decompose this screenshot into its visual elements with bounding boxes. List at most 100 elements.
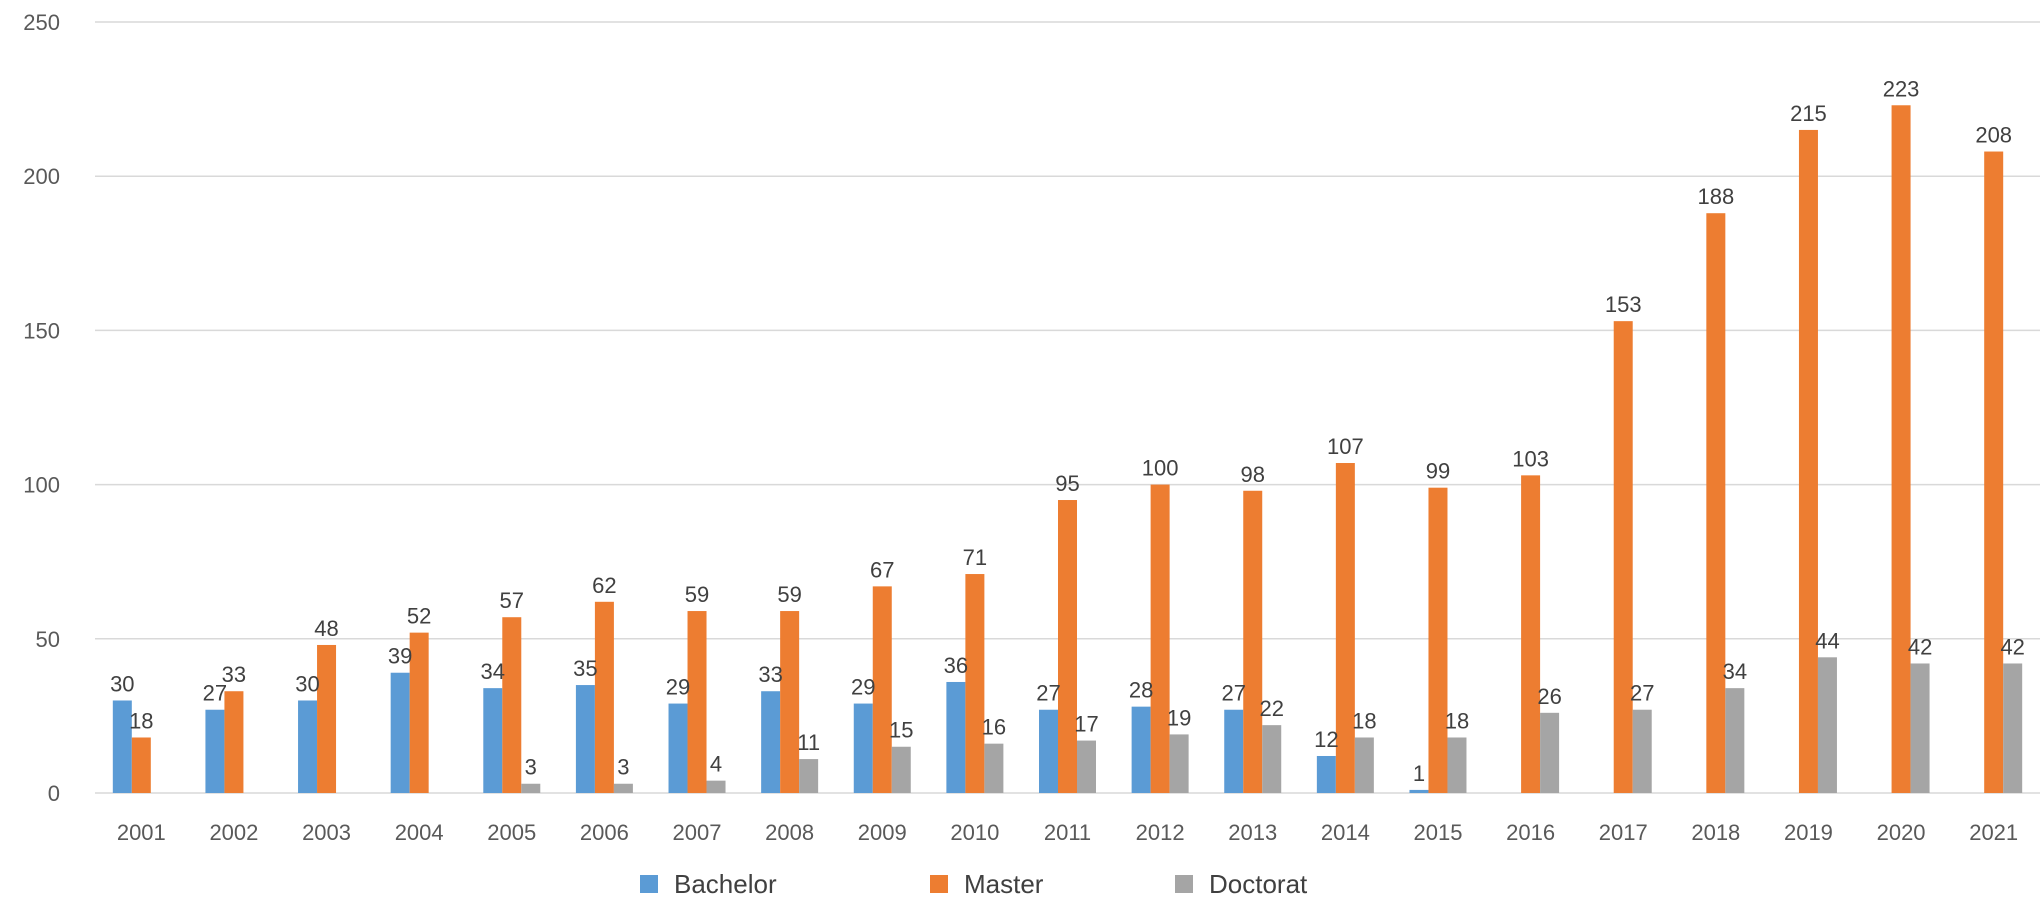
bar-doctorat (1632, 709, 1652, 793)
data-label: 16 (982, 715, 1006, 740)
data-label: 67 (870, 557, 894, 582)
bar-bachelor (1224, 709, 1244, 793)
data-label: 27 (1221, 681, 1245, 706)
data-label: 18 (1445, 708, 1469, 733)
bar-master (872, 586, 892, 793)
bar-master (1798, 129, 1818, 793)
bar-master (1613, 321, 1633, 793)
bar-doctorat (2003, 663, 2023, 793)
bar-doctorat (984, 743, 1004, 793)
bar-master (1984, 151, 2004, 793)
data-label: 71 (963, 545, 987, 570)
data-label: 17 (1074, 712, 1098, 737)
y-tick-label: 100 (23, 473, 60, 498)
data-label: 3 (617, 755, 629, 780)
bar-bachelor (575, 685, 595, 793)
data-label: 30 (295, 671, 319, 696)
data-label: 48 (314, 616, 338, 641)
y-tick-label: 0 (48, 781, 60, 806)
data-label: 3 (525, 755, 537, 780)
x-tick-label: 2017 (1599, 820, 1648, 845)
bar-master (1243, 490, 1263, 793)
data-label: 28 (1129, 678, 1153, 703)
data-label: 188 (1697, 184, 1734, 209)
x-tick-label: 2016 (1506, 820, 1555, 845)
data-label: 95 (1055, 471, 1079, 496)
bar-doctorat (613, 783, 633, 793)
bar-master (780, 611, 800, 793)
bar-bachelor (668, 703, 688, 793)
data-label: 52 (407, 604, 431, 629)
data-label: 29 (851, 675, 875, 700)
x-tick-label: 2021 (1969, 820, 2018, 845)
bar-doctorat (1910, 663, 1930, 793)
bar-doctorat (799, 759, 819, 793)
y-tick-label: 250 (23, 10, 60, 35)
data-label: 12 (1314, 727, 1338, 752)
bar-doctorat (706, 780, 726, 793)
bar-master (1150, 484, 1170, 793)
data-label: 100 (1142, 456, 1179, 481)
bar-bachelor (298, 700, 318, 793)
data-label: 30 (110, 671, 134, 696)
data-label: 27 (1630, 681, 1654, 706)
bar-master (1891, 105, 1911, 793)
x-tick-label: 2014 (1321, 820, 1370, 845)
x-tick-label: 2019 (1784, 820, 1833, 845)
data-label: 33 (222, 662, 246, 687)
data-label: 39 (388, 644, 412, 669)
data-label: 22 (1259, 696, 1283, 721)
x-tick-label: 2015 (1413, 820, 1462, 845)
bar-master (1058, 500, 1077, 793)
bar-master (687, 611, 707, 793)
y-tick-label: 150 (23, 318, 60, 343)
x-tick-label: 2003 (302, 820, 351, 845)
x-tick-label: 2002 (209, 820, 258, 845)
x-tick-label: 2001 (117, 820, 166, 845)
data-label: 19 (1167, 705, 1191, 730)
bar-bachelor (483, 688, 503, 793)
data-label: 99 (1426, 459, 1450, 484)
x-tick-label: 2020 (1877, 820, 1926, 845)
data-label: 35 (573, 656, 597, 681)
data-label: 42 (1908, 634, 1932, 659)
x-tick-label: 2012 (1136, 820, 1185, 845)
data-label: 18 (1352, 708, 1376, 733)
data-label: 223 (1883, 76, 1920, 101)
x-axis: 2001 2002 2003 2004 2005 2006 2007 2008 2009 2010… (117, 820, 2018, 845)
data-label: 34 (481, 659, 505, 684)
bar-bachelor (853, 703, 873, 793)
data-label: 26 (1537, 684, 1561, 709)
bar-doctorat (1354, 737, 1374, 793)
data-label: 44 (1815, 628, 1839, 653)
data-label: 59 (685, 582, 709, 607)
bar-doctorat (1169, 734, 1189, 793)
data-label: 11 (797, 730, 820, 755)
bars (112, 105, 2023, 793)
data-label: 18 (129, 708, 153, 733)
x-tick-label: 2011 (1044, 820, 1091, 845)
y-tick-label: 200 (23, 164, 60, 189)
data-label: 33 (758, 662, 782, 687)
bar-bachelor (1131, 706, 1151, 793)
data-label: 29 (666, 675, 690, 700)
bar-doctorat (1540, 712, 1560, 793)
x-tick-label: 2009 (858, 820, 907, 845)
x-tick-label: 2013 (1228, 820, 1277, 845)
bar-master (409, 632, 429, 793)
data-label: 15 (889, 718, 913, 743)
x-tick-label: 2008 (765, 820, 814, 845)
bar-doctorat (1262, 725, 1282, 793)
data-label: 215 (1790, 101, 1827, 126)
bar-doctorat (891, 746, 911, 793)
data-label: 34 (1723, 659, 1747, 684)
bar-doctorat (1817, 657, 1837, 793)
bar-master (965, 574, 985, 793)
bar-bachelor (946, 681, 966, 793)
x-tick-label: 2007 (673, 820, 722, 845)
legend: Bachelor Master Doctorat (640, 869, 1308, 899)
bar-bachelor (1039, 709, 1058, 793)
x-tick-label: 2006 (580, 820, 629, 845)
